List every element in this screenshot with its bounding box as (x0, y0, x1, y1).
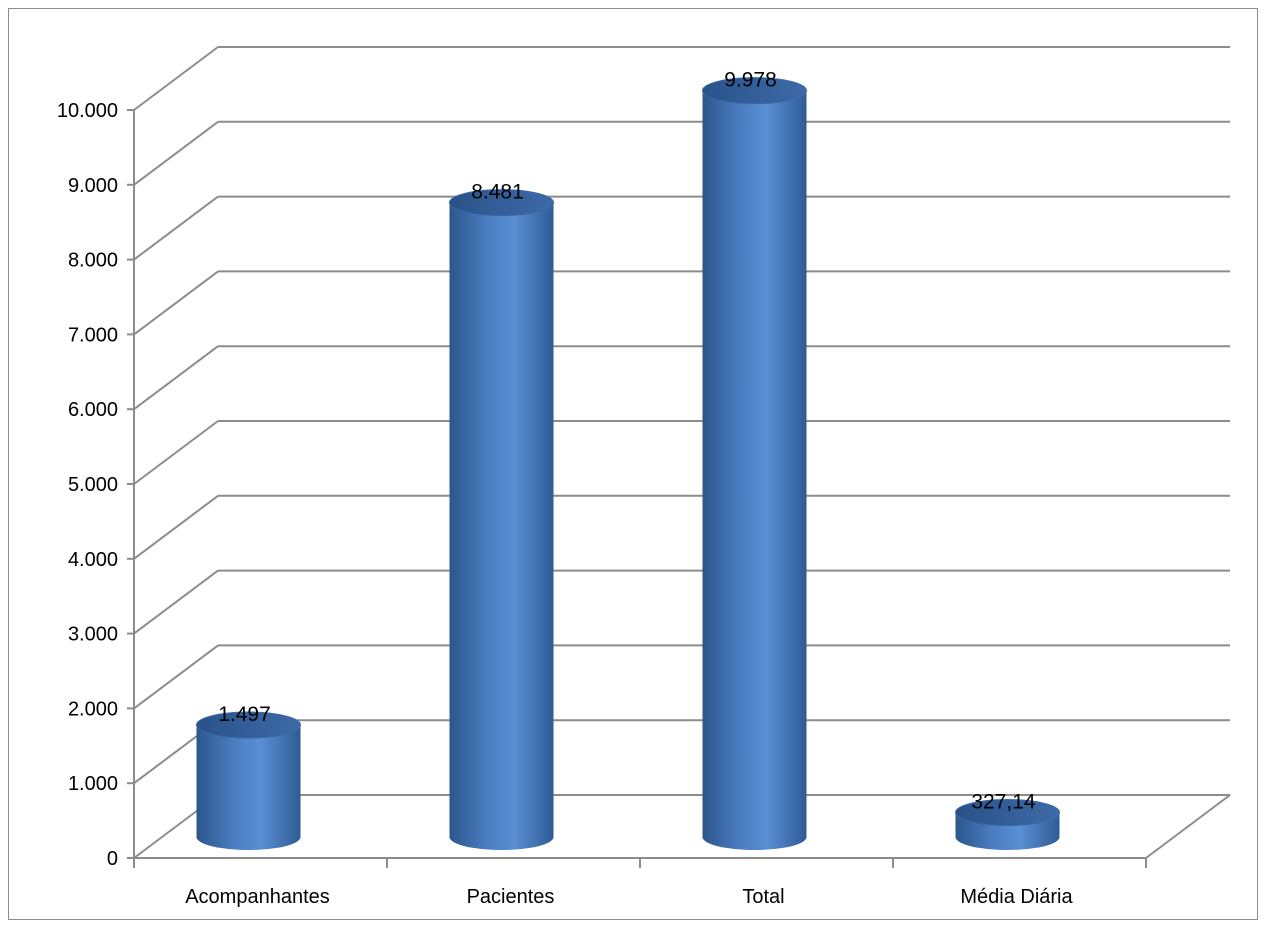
y-tick-label-4: 4.000 (68, 549, 118, 571)
axes (127, 109, 1147, 868)
gridline-side-7 (133, 270, 219, 336)
bar-3 (955, 799, 1060, 851)
bar-top-0 (196, 711, 301, 739)
x-tick-label-3: Média Diária (960, 886, 1073, 908)
y-tick-label-10: 10.000 (57, 100, 118, 122)
gridline-side-5 (133, 420, 219, 485)
y-tick-label-8: 8.000 (68, 250, 118, 272)
y-tick-label-6: 6.000 (68, 399, 118, 421)
bar-2 (702, 77, 807, 851)
x-tick-label-0: Acompanhantes (185, 886, 330, 908)
gridline-side-10 (133, 46, 219, 111)
y-tick-label-0: 0 (107, 848, 118, 870)
floor-right-edge (1145, 794, 1231, 859)
x-tick-label-1: Pacientes (467, 886, 555, 908)
bar-top-1 (449, 189, 554, 217)
data-label-2: 9.978 (724, 69, 777, 92)
gridline-side-4 (133, 494, 219, 560)
gridline-side-3 (133, 569, 219, 635)
bar-1 (449, 189, 554, 851)
bar-top-2 (702, 77, 807, 105)
y-tick-label-2: 2.000 (68, 698, 118, 720)
bar-body-1 (449, 202, 554, 851)
gridline-side-8 (133, 195, 219, 261)
bar-body-2 (702, 90, 807, 851)
data-label-0: 1.497 (218, 703, 271, 726)
y-tick-label-5: 5.000 (68, 474, 118, 496)
bars (196, 77, 1060, 851)
y-tick-label-3: 3.000 (68, 624, 118, 646)
labels: 0 1.000 2.000 3.000 4.000 5.000 6.000 7.000 8.00… (57, 69, 1074, 908)
data-label-1: 8.481 (471, 181, 524, 204)
gridline-side-9 (133, 121, 219, 186)
data-label-3: 327,14 (971, 791, 1036, 814)
x-tick-label-2: Total (742, 886, 784, 908)
y-tick-label-1: 1.000 (68, 773, 118, 795)
gridline-side-2 (133, 644, 219, 710)
y-tick-label-7: 7.000 (68, 324, 118, 346)
bar-body-0 (196, 725, 301, 851)
bar-top-3 (955, 799, 1060, 827)
gridline-side-6 (133, 345, 219, 411)
y-tick-label-9: 9.000 (68, 175, 118, 197)
bar-0 (196, 711, 301, 851)
